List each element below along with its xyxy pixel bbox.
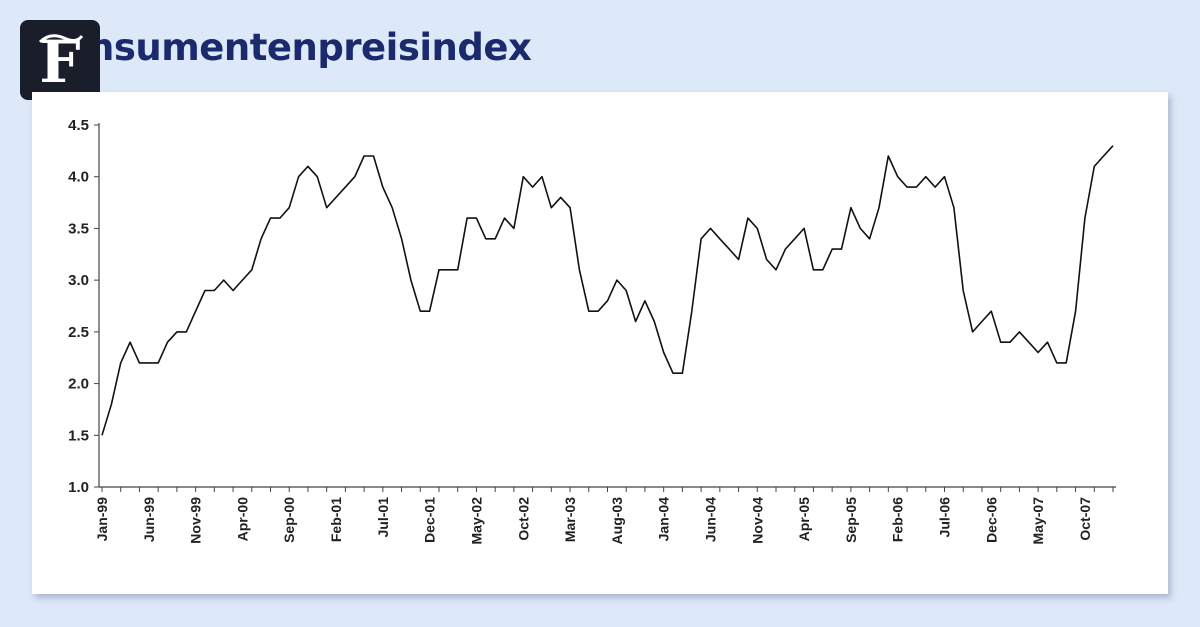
y-tick-label: 1.5 — [68, 427, 89, 444]
x-tick-label: Feb-06 — [890, 497, 906, 542]
x-tick-label: Jul-06 — [937, 497, 953, 538]
x-tick-label: May-07 — [1030, 497, 1046, 545]
y-tick-label: 3.5 — [68, 220, 89, 237]
x-tick-label: Oct-07 — [1077, 497, 1093, 541]
x-tick-label: Nov-99 — [188, 497, 204, 544]
x-tick-label: Sep-05 — [843, 497, 859, 543]
y-tick-label: 4.5 — [68, 117, 89, 134]
x-tick-label: Sep-00 — [281, 497, 297, 543]
y-tick-label: 2.5 — [68, 324, 89, 341]
y-tick-label: 4.0 — [68, 169, 89, 186]
x-tick-label: May-02 — [468, 497, 484, 545]
x-tick-label: Dec-06 — [983, 497, 999, 543]
faz-logo-icon: F — [20, 20, 100, 100]
x-tick-label: Jan-99 — [94, 497, 110, 542]
x-tick-label: Mar-03 — [562, 497, 578, 542]
x-tick-label: Oct-02 — [515, 497, 531, 541]
x-tick-label: Dec-01 — [422, 497, 438, 543]
y-tick-label: 2.0 — [68, 376, 89, 393]
x-tick-label: Jan-04 — [656, 497, 672, 542]
chart-title: nsumentenpreisindex — [88, 26, 532, 69]
chart-panel: 1.0 1.5 2.0 2.5 3.0 3.5 4.0 4.5 Jan-99 Jun-99 Nov… — [32, 92, 1168, 594]
x-tick-label: Feb-01 — [328, 497, 344, 542]
y-tick-label: 1.0 — [68, 479, 89, 496]
x-tick-label: Nov-04 — [749, 497, 765, 544]
x-tick-label: Apr-00 — [234, 497, 250, 542]
series-line — [101, 145, 1114, 436]
x-tick-label: Aug-03 — [609, 497, 625, 545]
x-tick-label: Jun-99 — [141, 497, 157, 542]
y-tick-label: 3.0 — [68, 272, 89, 289]
x-tick-label: Apr-05 — [796, 497, 812, 542]
line-chart: 1.0 1.5 2.0 2.5 3.0 3.5 4.0 4.5 Jan-99 Jun-99 Nov… — [68, 117, 1116, 545]
x-tick-label: Jul-01 — [375, 497, 391, 538]
x-tick-label: Jun-04 — [702, 497, 718, 542]
